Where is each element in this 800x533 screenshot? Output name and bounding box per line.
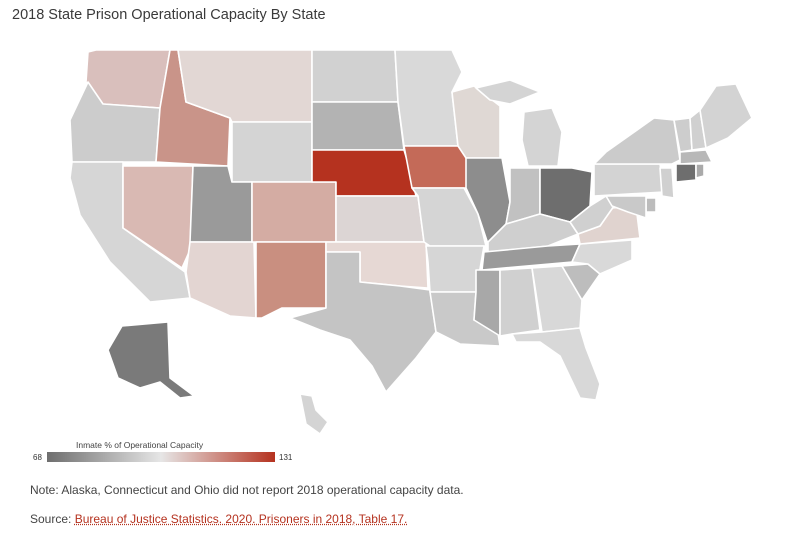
state-rhode-island[interactable] <box>695 163 705 179</box>
state-florida[interactable] <box>511 327 601 401</box>
note-text: Note: Alaska, Connecticut and Ohio did n… <box>30 483 464 497</box>
state-pennsylvania[interactable] <box>593 163 665 197</box>
state-alaska[interactable] <box>107 321 195 399</box>
state-delaware[interactable] <box>645 197 657 213</box>
state-new-jersey[interactable] <box>659 167 675 199</box>
state-georgia[interactable] <box>531 265 583 333</box>
source-link[interactable]: Bureau of Justice Statistics. 2020. Pris… <box>74 512 408 526</box>
state-maryland[interactable] <box>605 195 647 219</box>
state-nevada[interactable] <box>122 165 194 269</box>
source-prefix: Source: <box>30 512 75 526</box>
state-massachusetts[interactable] <box>679 149 713 165</box>
state-michigan[interactable] <box>521 107 563 167</box>
state-colorado[interactable] <box>251 181 337 243</box>
state-north-dakota[interactable] <box>311 49 399 103</box>
state-michigan-upper[interactable] <box>475 79 541 105</box>
legend-gradient-bar <box>47 452 275 462</box>
state-kansas[interactable] <box>335 195 425 243</box>
state-hawaii[interactable] <box>299 393 329 435</box>
legend-max-value: 131 <box>279 453 293 462</box>
state-new-york[interactable] <box>593 117 681 165</box>
source-line: Source: Bureau of Justice Statistics. 20… <box>30 512 407 526</box>
state-connecticut[interactable] <box>675 163 697 183</box>
state-alabama[interactable] <box>499 267 541 337</box>
state-maine[interactable] <box>699 83 753 149</box>
state-mississippi[interactable] <box>473 269 501 337</box>
state-arizona[interactable] <box>185 241 257 319</box>
state-texas[interactable] <box>289 251 437 393</box>
state-south-dakota[interactable] <box>311 101 405 151</box>
map-title: 2018 State Prison Operational Capacity B… <box>12 7 326 23</box>
state-new-mexico[interactable] <box>255 241 327 319</box>
legend-min-value: 68 <box>33 453 42 462</box>
state-wyoming[interactable] <box>231 121 313 183</box>
legend-label: Inmate % of Operational Capacity <box>76 440 204 450</box>
